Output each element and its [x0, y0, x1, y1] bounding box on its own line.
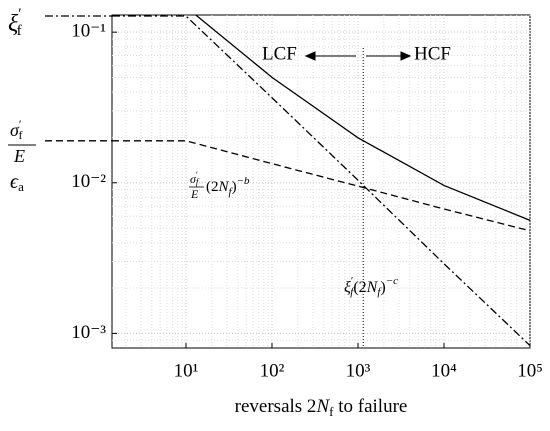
sigma-label: σ′ f	[10, 117, 23, 142]
elastic-formula: (2Nf)−b	[206, 175, 250, 198]
x-tick-label: 10¹	[174, 360, 199, 381]
lcf-label: LCF	[262, 43, 297, 64]
curve	[112, 15, 530, 347]
x-axis-label: reversals 2Nf to failure	[235, 396, 408, 419]
region-arrows	[304, 51, 412, 61]
elastic-denominator: E	[190, 187, 199, 201]
grid	[112, 15, 531, 348]
x-tick-label: 10⁴	[431, 360, 457, 381]
x-tick-label: 10²	[260, 360, 285, 381]
curve	[194, 15, 530, 221]
y-tick-label: 10⁻³	[71, 322, 106, 343]
elastic-label: σ′ f	[190, 170, 200, 187]
curve	[112, 140, 530, 232]
plot-area	[111, 14, 531, 349]
hcf-label: HCF	[414, 43, 451, 64]
sigma-denominator: E	[13, 146, 25, 166]
xi-label: ξ′ f	[8, 6, 22, 39]
eps-label: ϵa	[10, 171, 24, 194]
y-tick-label: 10⁻¹	[71, 21, 106, 42]
plastic-label: ξ′ f(2Nf)−c	[344, 275, 398, 298]
x-tick-label: 10⁵	[517, 360, 543, 381]
y-tick-label: 10⁻²	[71, 171, 106, 192]
curves	[45, 15, 530, 348]
x-tick-label: 10³	[346, 360, 371, 381]
